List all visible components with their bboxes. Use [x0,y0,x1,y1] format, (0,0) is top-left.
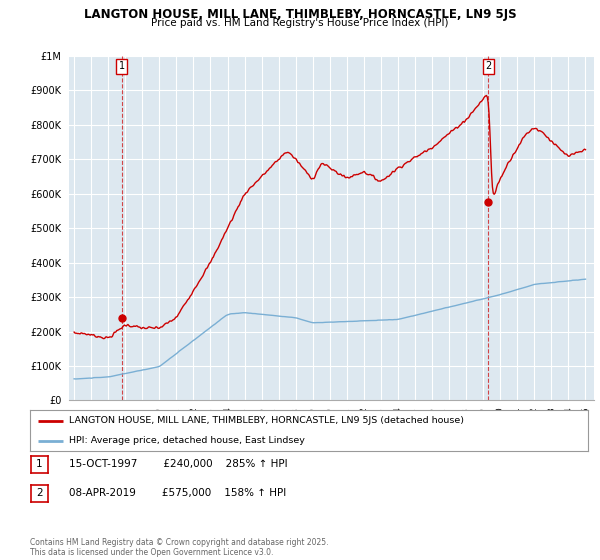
Text: 15-OCT-1997        £240,000    285% ↑ HPI: 15-OCT-1997 £240,000 285% ↑ HPI [69,459,287,469]
Text: 08-APR-2019        £575,000    158% ↑ HPI: 08-APR-2019 £575,000 158% ↑ HPI [69,488,286,498]
Text: HPI: Average price, detached house, East Lindsey: HPI: Average price, detached house, East… [69,436,305,445]
Text: 2: 2 [485,62,491,71]
Text: 1: 1 [36,459,43,469]
Text: LANGTON HOUSE, MILL LANE, THIMBLEBY, HORNCASTLE, LN9 5JS (detached house): LANGTON HOUSE, MILL LANE, THIMBLEBY, HOR… [69,416,464,425]
Text: 2: 2 [36,488,43,498]
Text: LANGTON HOUSE, MILL LANE, THIMBLEBY, HORNCASTLE, LN9 5JS: LANGTON HOUSE, MILL LANE, THIMBLEBY, HOR… [83,8,517,21]
Text: Price paid vs. HM Land Registry's House Price Index (HPI): Price paid vs. HM Land Registry's House … [151,18,449,29]
Text: Contains HM Land Registry data © Crown copyright and database right 2025.
This d: Contains HM Land Registry data © Crown c… [30,538,329,557]
Text: 1: 1 [119,62,125,71]
